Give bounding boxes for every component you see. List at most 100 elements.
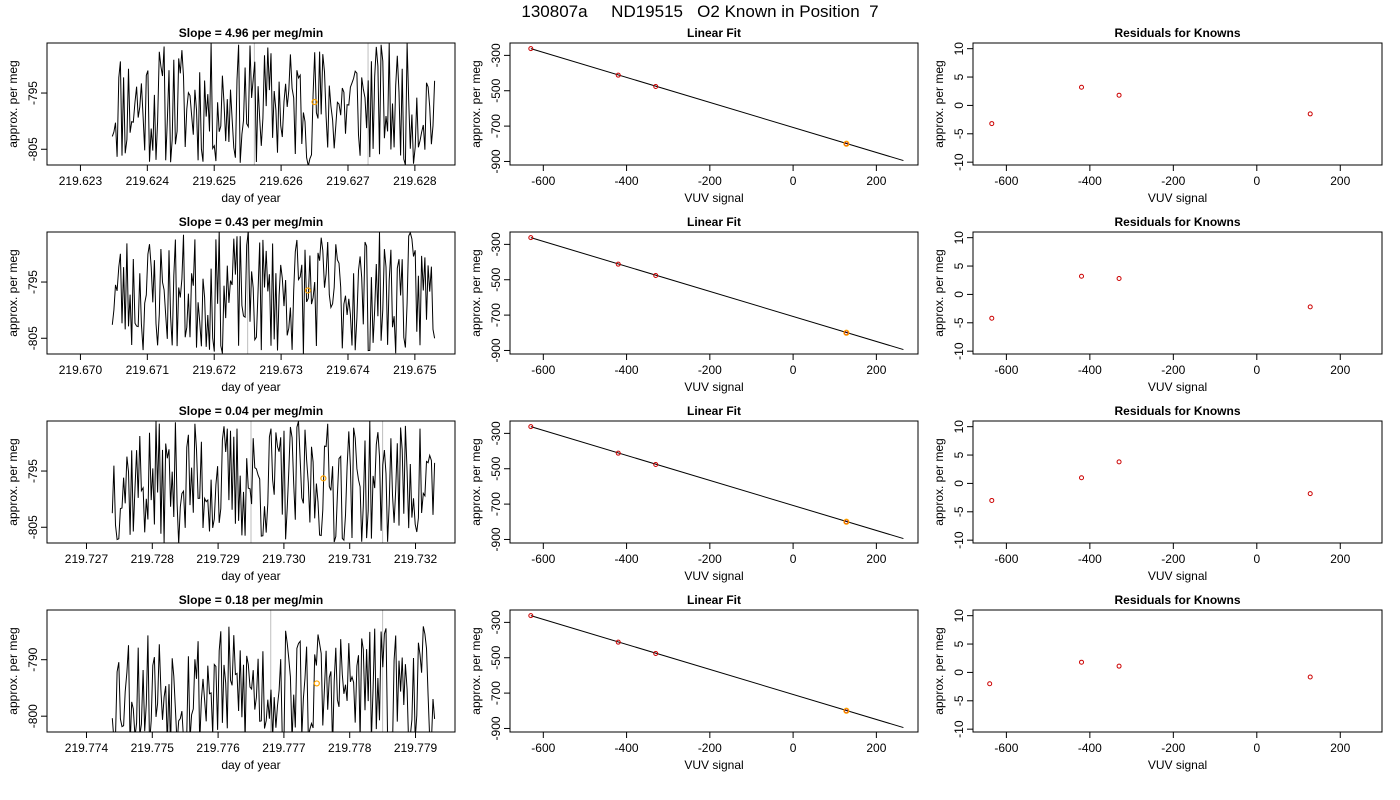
plot-frame xyxy=(46,420,456,544)
plot-area xyxy=(111,421,436,543)
x-axis-label: VUV signal xyxy=(1148,758,1207,772)
x-tick-label: 219.628 xyxy=(393,174,437,188)
residual-point xyxy=(1116,276,1122,282)
x-tick-label: 219.774 xyxy=(65,741,109,755)
y-tick-label: -300 xyxy=(489,610,503,634)
y-tick-label: -795 xyxy=(26,81,40,105)
x-tick-label: -600 xyxy=(994,174,1018,188)
signal-trace xyxy=(111,43,436,165)
y-tick-label: -10 xyxy=(952,720,966,738)
x-tick-label: 0 xyxy=(1253,363,1260,377)
x-tick-label: 219.623 xyxy=(59,174,103,188)
x-tick-label: -600 xyxy=(531,174,555,188)
x-tick-label: 219.732 xyxy=(394,552,438,566)
y-tick-label: -805 xyxy=(26,137,40,161)
residual-point xyxy=(987,681,993,687)
plot-area xyxy=(111,610,436,732)
plot-area xyxy=(528,613,904,729)
x-tick-label: 200 xyxy=(1330,741,1350,755)
x-axis-label: VUV signal xyxy=(684,191,743,205)
y-tick-label: -500 xyxy=(489,456,503,480)
y-tick-label: 0 xyxy=(952,291,966,298)
panel-title: Linear Fit xyxy=(687,404,741,418)
y-tick-label: -300 xyxy=(489,232,503,256)
x-tick-label: 219.729 xyxy=(196,552,240,566)
x-tick-label: 219.674 xyxy=(326,363,370,377)
y-tick-label: -5 xyxy=(952,695,966,706)
plot-area xyxy=(989,459,1313,503)
fit-line xyxy=(530,426,904,540)
y-tick-label: 10 xyxy=(952,609,966,623)
y-tick-label: -700 xyxy=(489,492,503,516)
y-tick-label: -10 xyxy=(952,153,966,171)
x-tick-label: -200 xyxy=(1161,363,1185,377)
x-tick-label: 219.776 xyxy=(196,741,240,755)
x-tick-label: 219.624 xyxy=(126,174,170,188)
panel-r1-c2: Linear Fit -600 -400 -200 0 200 -300 -500 -700 -9… xyxy=(469,26,919,205)
plot-area xyxy=(111,43,436,165)
x-tick-label: 219.731 xyxy=(328,552,372,566)
y-tick-label: -10 xyxy=(952,531,966,549)
panel-r3-c3: Residuals for Knowns -600 -400 -200 0 200 10 5 0… xyxy=(932,404,1383,583)
panel-r4-c2: Linear Fit -600 -400 -200 0 200 -300 -500 -700 -9… xyxy=(469,593,919,772)
plot-area xyxy=(111,232,436,354)
data-point xyxy=(653,650,659,656)
residual-point xyxy=(1116,663,1122,669)
y-tick-label: 10 xyxy=(952,42,966,56)
y-tick-label: -10 xyxy=(952,342,966,360)
x-axis-label: VUV signal xyxy=(684,380,743,394)
y-tick-label: -300 xyxy=(489,421,503,445)
signal-trace xyxy=(111,626,436,732)
y-tick-label: -795 xyxy=(26,270,40,294)
y-tick-label: -805 xyxy=(26,515,40,539)
x-tick-label: 219.727 xyxy=(65,552,109,566)
panel-r2-c3: Residuals for Knowns -600 -400 -200 0 200 10 5 0… xyxy=(932,215,1383,394)
y-axis-label: approx. per meg xyxy=(469,60,483,147)
y-tick-label: -5 xyxy=(952,128,966,139)
y-axis-label: approx. per meg xyxy=(932,249,946,336)
plot-frame xyxy=(972,609,1383,733)
x-tick-label: 0 xyxy=(790,741,797,755)
data-point xyxy=(528,613,534,619)
data-point xyxy=(615,450,621,456)
y-axis-label: approx. per meg xyxy=(932,627,946,714)
panel-r1-c1: Slope = 4.96 per meg/min 219.623 219.624 21… xyxy=(6,26,456,205)
plot-frame xyxy=(46,231,456,355)
plot-frame xyxy=(972,420,1383,544)
y-axis-label: approx. per meg xyxy=(6,438,20,525)
y-tick-label: -900 xyxy=(489,149,503,173)
x-tick-label: -400 xyxy=(615,174,639,188)
y-tick-label: 5 xyxy=(952,640,966,647)
panel-r2-c1: Slope = 0.43 per meg/min 219.670 219.671 21… xyxy=(6,215,456,394)
x-axis-label: day of year xyxy=(221,191,280,205)
plot-frame xyxy=(972,231,1383,355)
data-point xyxy=(528,235,534,241)
highlight-point xyxy=(843,329,850,336)
y-tick-label: -5 xyxy=(952,317,966,328)
data-point xyxy=(528,424,534,430)
y-tick-label: 5 xyxy=(952,451,966,458)
y-tick-label: -795 xyxy=(26,459,40,483)
x-axis-label: day of year xyxy=(221,569,280,583)
x-tick-label: 200 xyxy=(866,363,886,377)
plot-frame xyxy=(509,231,919,355)
plot-area xyxy=(528,46,904,162)
x-axis-label: VUV signal xyxy=(1148,380,1207,394)
x-tick-label: -200 xyxy=(698,363,722,377)
y-axis-label: approx. per meg xyxy=(6,60,20,147)
highlight-point xyxy=(843,140,850,147)
plot-frame xyxy=(46,609,456,733)
y-tick-label: -700 xyxy=(489,303,503,327)
x-tick-label: -200 xyxy=(1161,741,1185,755)
panel-title: Residuals for Knowns xyxy=(1114,404,1240,418)
residual-point xyxy=(989,315,995,321)
y-tick-label: -500 xyxy=(489,645,503,669)
residual-point xyxy=(1079,84,1085,90)
plot-frame xyxy=(509,420,919,544)
residual-point xyxy=(1079,659,1085,665)
x-tick-label: -600 xyxy=(531,363,555,377)
y-tick-label: -800 xyxy=(26,704,40,728)
y-tick-label: -900 xyxy=(489,338,503,362)
x-tick-label: 219.670 xyxy=(59,363,103,377)
x-tick-label: 200 xyxy=(866,741,886,755)
